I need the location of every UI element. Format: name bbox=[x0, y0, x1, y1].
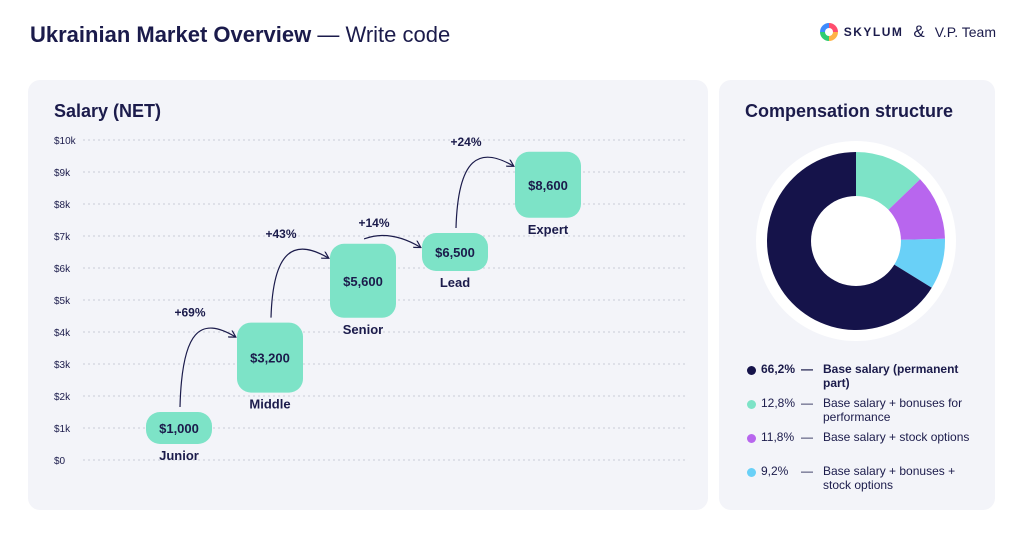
y-tick-label: $6k bbox=[54, 264, 71, 275]
growth-arrow bbox=[179, 327, 235, 408]
y-tick-label: $4k bbox=[54, 328, 71, 339]
salary-bar-senior bbox=[330, 243, 396, 318]
legend-percent: 11,8% bbox=[761, 430, 795, 444]
legend-item: 12,8% — Base salary + bonuses for performa… bbox=[745, 396, 985, 430]
compensation-chart-title: Compensation structure bbox=[745, 101, 954, 121]
category-label: Junior bbox=[159, 448, 199, 463]
legend-percent: 12,8% bbox=[761, 396, 796, 410]
brand-ampersand: & bbox=[913, 22, 925, 41]
growth-label: +24% bbox=[450, 135, 481, 149]
legend-dot bbox=[747, 400, 756, 409]
y-tick-label: $7k bbox=[54, 232, 71, 243]
salary-chart-title: Salary (NET) bbox=[54, 101, 162, 121]
growth-label: +69% bbox=[174, 306, 205, 320]
value-label: $1,000 bbox=[159, 421, 199, 436]
skylum-icon bbox=[819, 23, 838, 41]
legend-label: Base salary + bonuses for performance bbox=[823, 396, 963, 424]
legend-dot bbox=[747, 468, 756, 477]
growth-label: +43% bbox=[265, 227, 296, 241]
legend-percent: 66,2% bbox=[761, 362, 796, 376]
legend-label: Base salary (permanent part) bbox=[823, 362, 959, 390]
legend-dash: — bbox=[801, 396, 813, 410]
salary-panel: Salary (NET) $0 $1k $2k $3k $4k $5k $6k $7k $8k $… bbox=[28, 80, 708, 510]
salary-bar-lead bbox=[422, 233, 488, 271]
brand-logos: SKYLUM & V.P. Team bbox=[819, 22, 996, 42]
legend-dash: — bbox=[801, 362, 813, 376]
value-label: $3,200 bbox=[250, 351, 290, 366]
y-tick-label: $9k bbox=[54, 168, 71, 179]
salary-bar-expert bbox=[515, 151, 581, 218]
legend-item: 11,8% — Base salary + stock options bbox=[745, 430, 985, 464]
legend-dot bbox=[747, 434, 756, 443]
value-label: $6,500 bbox=[435, 245, 475, 260]
page-title-sub: — Write code bbox=[311, 22, 451, 47]
legend-item: 66,2% — Base salary (permanent part) bbox=[745, 362, 985, 396]
page-title: Ukrainian Market Overview — Write code bbox=[30, 22, 450, 48]
vp-team-logo: V.P. Team bbox=[934, 24, 996, 40]
growth-arrow bbox=[455, 156, 513, 229]
legend-percent: 9,2% bbox=[761, 464, 789, 478]
legend-label: Base salary + stock options bbox=[823, 430, 970, 444]
donut-hole bbox=[811, 196, 901, 286]
growth-label: +14% bbox=[358, 216, 389, 230]
category-label: Senior bbox=[343, 322, 383, 337]
y-tick-label: $5k bbox=[54, 296, 71, 307]
growth-arrow bbox=[363, 234, 420, 247]
value-label: $5,600 bbox=[343, 274, 383, 289]
salary-bar-junior bbox=[146, 412, 212, 444]
y-tick-label: $2k bbox=[54, 392, 71, 403]
category-label: Expert bbox=[528, 222, 569, 237]
legend-item: 9,2% — Base salary + bonuses + stock optio… bbox=[745, 464, 985, 498]
y-tick-label: $10k bbox=[54, 136, 77, 147]
compensation-legend: 66,2% — Base salary (permanent part) 12,8% —… bbox=[745, 362, 985, 498]
category-label: Middle bbox=[249, 397, 290, 412]
y-tick-label: $0 bbox=[54, 456, 66, 467]
salary-chart: $0 $1k $2k $3k $4k $5k $6k $7k $8k $9k $10k +69% +4… bbox=[54, 135, 686, 467]
skylum-logo: SKYLUM bbox=[819, 23, 904, 41]
y-tick-label: $1k bbox=[54, 424, 71, 435]
legend-label: Base salary + bonuses + stock options bbox=[823, 464, 956, 492]
legend-dash: — bbox=[801, 430, 813, 444]
legend-dot bbox=[747, 366, 756, 375]
salary-bar-middle bbox=[237, 322, 303, 393]
legend-dash: — bbox=[801, 464, 813, 478]
value-label: $8,600 bbox=[528, 178, 568, 193]
page-title-main: Ukrainian Market Overview bbox=[30, 22, 312, 47]
compensation-panel: Compensation structure 66,2% — Base salary… bbox=[719, 80, 995, 510]
growth-arrow bbox=[270, 248, 328, 318]
y-tick-label: $3k bbox=[54, 360, 71, 371]
skylum-wordmark: SKYLUM bbox=[843, 25, 904, 39]
category-label: Lead bbox=[440, 275, 470, 290]
compensation-donut-chart bbox=[756, 141, 956, 341]
y-tick-label: $8k bbox=[54, 200, 71, 211]
